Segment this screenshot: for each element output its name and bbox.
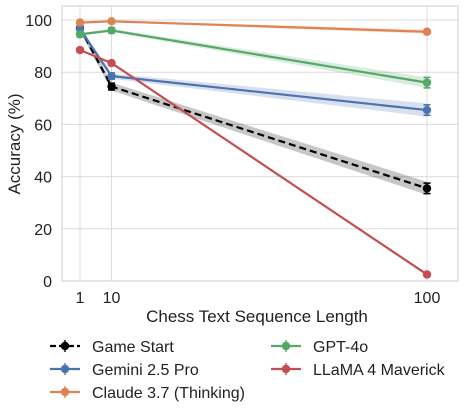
legend: Game Start Gemini 2.5 Pro Claude 3.7 (Thin… [50,339,446,402]
data-point [75,18,85,27]
legend-item: Game Start [50,339,174,356]
data-point [107,26,116,35]
legend-swatch-marker [281,341,291,351]
data-point [107,17,116,26]
legend-label: LLaMA 4 Maverick [313,362,446,379]
y-tick-label: 80 [34,65,52,82]
data-point [422,27,432,36]
data-point [107,82,116,91]
legend-item: GPT-4o [271,339,368,356]
confidence-bands [80,20,427,276]
x-tick-label: 100 [414,290,441,307]
plot-frame [61,5,459,282]
confidence-band [80,49,427,276]
legend-swatch-marker [60,364,70,374]
y-axis-title: Accuracy (%) [5,93,24,194]
data-point [107,58,116,68]
data-point [422,78,432,87]
y-tick-label: 60 [34,117,52,134]
data-point [422,105,432,115]
series-line [79,20,428,33]
series-line [79,48,428,276]
x-axis-title: Chess Text Sequence Length [146,307,368,326]
x-tick-label: 1 [76,290,85,307]
data-point [422,184,432,193]
data-point [107,71,116,81]
y-tick-label: 20 [34,222,52,239]
tick-labels: 0 20 40 60 80 100 1 10 100 [25,13,440,307]
data-point [422,270,432,279]
legend-label: GPT-4o [313,339,368,356]
legend-swatch-marker [60,387,70,397]
legend-label: Claude 3.7 (Thinking) [92,385,245,402]
grid [62,6,458,282]
legend-item: Claude 3.7 (Thinking) [50,385,245,402]
confidence-band [80,26,427,117]
y-tick-label: 100 [25,13,52,30]
data-point [75,45,85,55]
legend-item: LLaMA 4 Maverick [271,362,446,379]
legend-item: Gemini 2.5 Pro [50,362,199,379]
data-point [75,30,85,39]
legend-label: Gemini 2.5 Pro [92,362,199,379]
y-tick-label: 0 [43,274,52,291]
legend-swatch-marker [60,341,70,351]
x-tick-label: 10 [103,290,121,307]
legend-label: Game Start [92,339,174,356]
legend-swatch-marker [281,364,291,374]
confidence-band [80,23,427,195]
series-lines [75,17,432,279]
y-tick-label: 40 [34,170,52,187]
